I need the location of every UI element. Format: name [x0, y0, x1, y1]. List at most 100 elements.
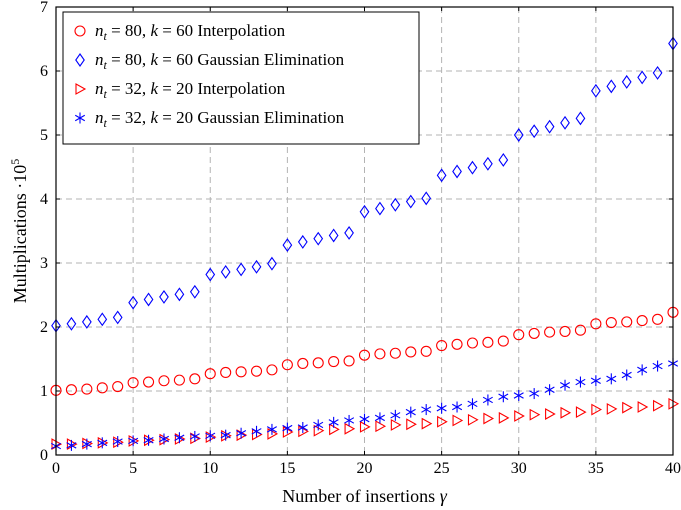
x-tick-label: 20 [357, 460, 373, 477]
circle-marker [590, 318, 602, 330]
data-point [97, 312, 108, 327]
data-point [559, 325, 571, 338]
asterisk-marker [251, 425, 262, 437]
asterisk-stroke [621, 371, 632, 379]
triangle-marker [390, 418, 402, 431]
x-tick-label: 25 [434, 460, 450, 477]
triangle-marker [653, 399, 664, 412]
y-tick-label: 0 [40, 447, 48, 464]
data-point [390, 418, 402, 431]
diamond-marker [313, 231, 324, 246]
data-point [97, 437, 108, 449]
data-point [591, 403, 603, 416]
circle-marker [220, 366, 232, 378]
legend-subscript: t [104, 87, 108, 101]
data-point [405, 194, 416, 209]
triangle-marker [529, 408, 541, 421]
circle-marker [343, 355, 355, 367]
data-point [205, 430, 216, 442]
circle-marker [621, 316, 633, 328]
diamond-marker [375, 201, 385, 216]
circle-marker [266, 364, 278, 376]
data-point [405, 406, 416, 418]
data-point [437, 415, 448, 428]
asterisk-stroke [421, 406, 432, 413]
asterisk-marker [112, 436, 123, 448]
y-tick-label: 5 [40, 127, 48, 144]
asterisk-marker [74, 112, 86, 124]
asterisk-stroke [652, 362, 663, 370]
data-point [621, 74, 632, 89]
y-tick-label: 3 [40, 255, 48, 272]
asterisk-stroke [205, 432, 216, 440]
circle-marker [204, 368, 216, 380]
triangle-marker [637, 401, 649, 413]
circle-marker [250, 365, 263, 377]
asterisk-marker [575, 376, 586, 388]
asterisk-stroke [390, 412, 401, 419]
data-point [421, 191, 432, 206]
asterisk-marker [143, 434, 154, 446]
data-point [344, 225, 354, 240]
data-point [544, 119, 555, 134]
triangle-marker [606, 402, 618, 415]
circle-marker [235, 366, 247, 378]
asterisk-stroke [143, 437, 154, 444]
asterisk-stroke [97, 439, 108, 447]
data-point [574, 324, 587, 336]
legend-label: nt = 32, k = 20 Gaussian Elimination [95, 108, 345, 130]
data-point [158, 433, 170, 445]
legend-item: nt = 80, k = 60 Gaussian Elimination [75, 50, 345, 72]
data-point [513, 389, 524, 401]
y-tick-label: 4 [40, 191, 48, 208]
asterisk-stroke [251, 428, 262, 435]
data-point [174, 287, 185, 302]
data-point [498, 153, 509, 167]
circle-marker [574, 324, 587, 336]
asterisk-marker [97, 437, 108, 449]
diamond-marker [112, 310, 123, 325]
data-point [637, 364, 648, 376]
asterisk-stroke [559, 382, 571, 389]
diamond-marker [189, 284, 200, 299]
triangle-marker [622, 401, 633, 414]
data-point [606, 373, 617, 385]
y-axis-title-exponent: 5 [8, 159, 22, 165]
data-point [498, 391, 509, 403]
diamond-marker [344, 225, 354, 240]
diamond-marker [267, 256, 277, 271]
data-point [390, 197, 401, 212]
legend-value-text: = 20 [158, 108, 197, 127]
asterisk-stroke [590, 377, 601, 384]
data-point [205, 267, 216, 282]
data-point [590, 318, 602, 330]
data-point [529, 388, 540, 400]
y-axis-title-text: Multiplications ·10 [10, 165, 30, 304]
data-point [282, 422, 293, 434]
diamond-marker [513, 128, 524, 142]
data-point [466, 337, 479, 349]
data-point [328, 228, 339, 243]
y-tick-label: 2 [40, 319, 48, 336]
data-point [545, 408, 556, 420]
data-point [483, 156, 493, 171]
asterisk-marker [220, 429, 231, 441]
data-point [514, 410, 525, 422]
data-point [436, 340, 448, 352]
asterisk-marker [344, 414, 355, 426]
circle-marker [143, 376, 155, 388]
legend-symbol-k: k [150, 21, 158, 40]
circle-marker [451, 338, 463, 350]
circle-marker [405, 346, 417, 358]
data-point [622, 401, 633, 414]
data-point [266, 364, 278, 376]
diamond-marker [637, 70, 648, 85]
triangle-marker [406, 418, 417, 431]
asterisk-marker [205, 430, 216, 442]
data-point [436, 168, 447, 183]
data-point [483, 412, 495, 425]
circle-marker [636, 315, 648, 327]
data-point [420, 345, 432, 357]
diamond-marker [575, 111, 586, 126]
legend-value-text: = 60 [158, 21, 197, 40]
